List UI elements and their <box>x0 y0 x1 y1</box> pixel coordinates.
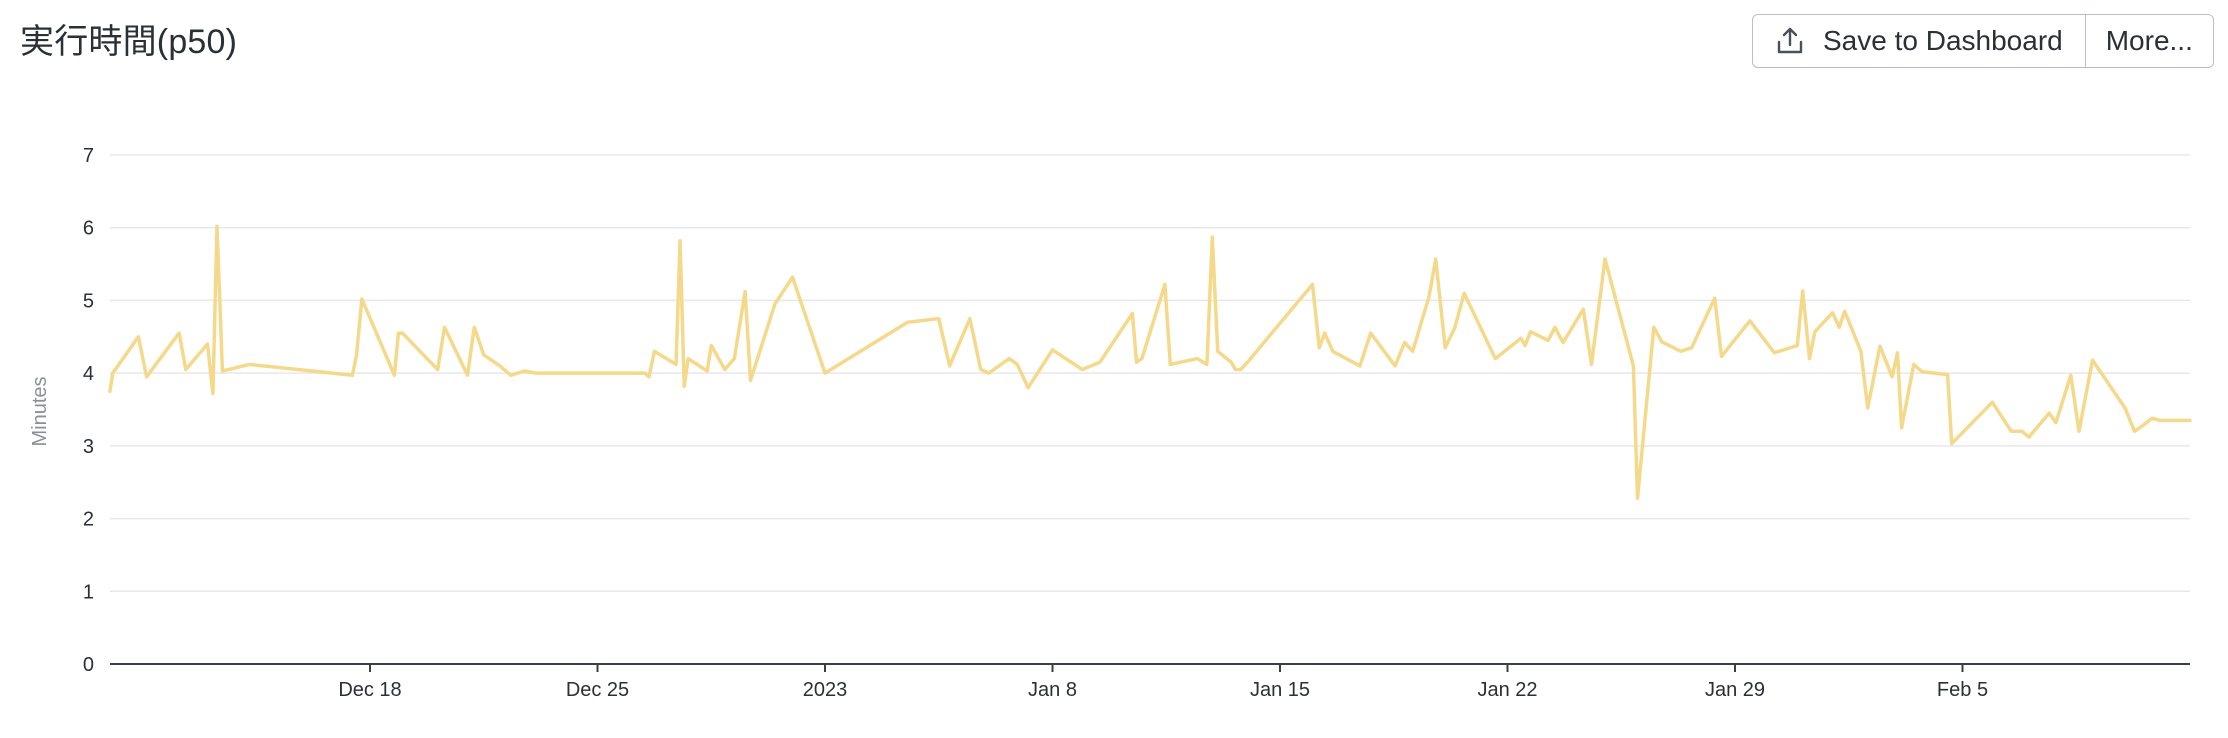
more-label: More... <box>2105 25 2193 56</box>
y-tick-label: 7 <box>83 145 94 167</box>
x-tick-label: Jan 15 <box>1250 679 1310 701</box>
action-button-group: Save to Dashboard More... <box>1752 14 2214 68</box>
x-tick-label: 2023 <box>803 679 848 701</box>
series-group <box>108 224 2192 500</box>
grid-lines <box>110 154 2190 593</box>
y-tick-label: 6 <box>83 218 94 240</box>
y-tick-label: 1 <box>83 581 94 603</box>
y-tick-label: 4 <box>83 363 94 385</box>
x-tick-label: Jan 29 <box>1705 679 1765 701</box>
save-to-dashboard-button[interactable]: Save to Dashboard <box>1753 15 2085 67</box>
more-button[interactable]: More... <box>2084 15 2213 67</box>
x-tick-label: Dec 25 <box>566 679 629 701</box>
y-tick-label: 2 <box>83 509 94 531</box>
y-tick-labels: 0 1 2 3 4 5 6 7 <box>83 145 94 676</box>
x-tick-label: Jan 8 <box>1028 679 1077 701</box>
x-tick-label: Jan 22 <box>1477 679 1537 701</box>
save-to-dashboard-label: Save to Dashboard <box>1823 25 2063 56</box>
series-line <box>108 224 2192 500</box>
y-tick-label: 5 <box>83 290 94 312</box>
y-tick-label: 0 <box>83 654 94 676</box>
x-tick-label: Dec 18 <box>338 679 401 701</box>
y-axis-label: Minutes <box>29 376 51 446</box>
page-title: 実行時間(p50) <box>20 23 238 61</box>
x-tick-label: Feb 5 <box>1937 679 1988 701</box>
y-tick-label: 3 <box>83 436 94 458</box>
upload-icon <box>1775 26 1805 56</box>
x-tick-labels: Dec 18 Dec 25 2023 Jan 8 Jan 15 Jan 22 Jan 29 F… <box>338 664 1988 701</box>
